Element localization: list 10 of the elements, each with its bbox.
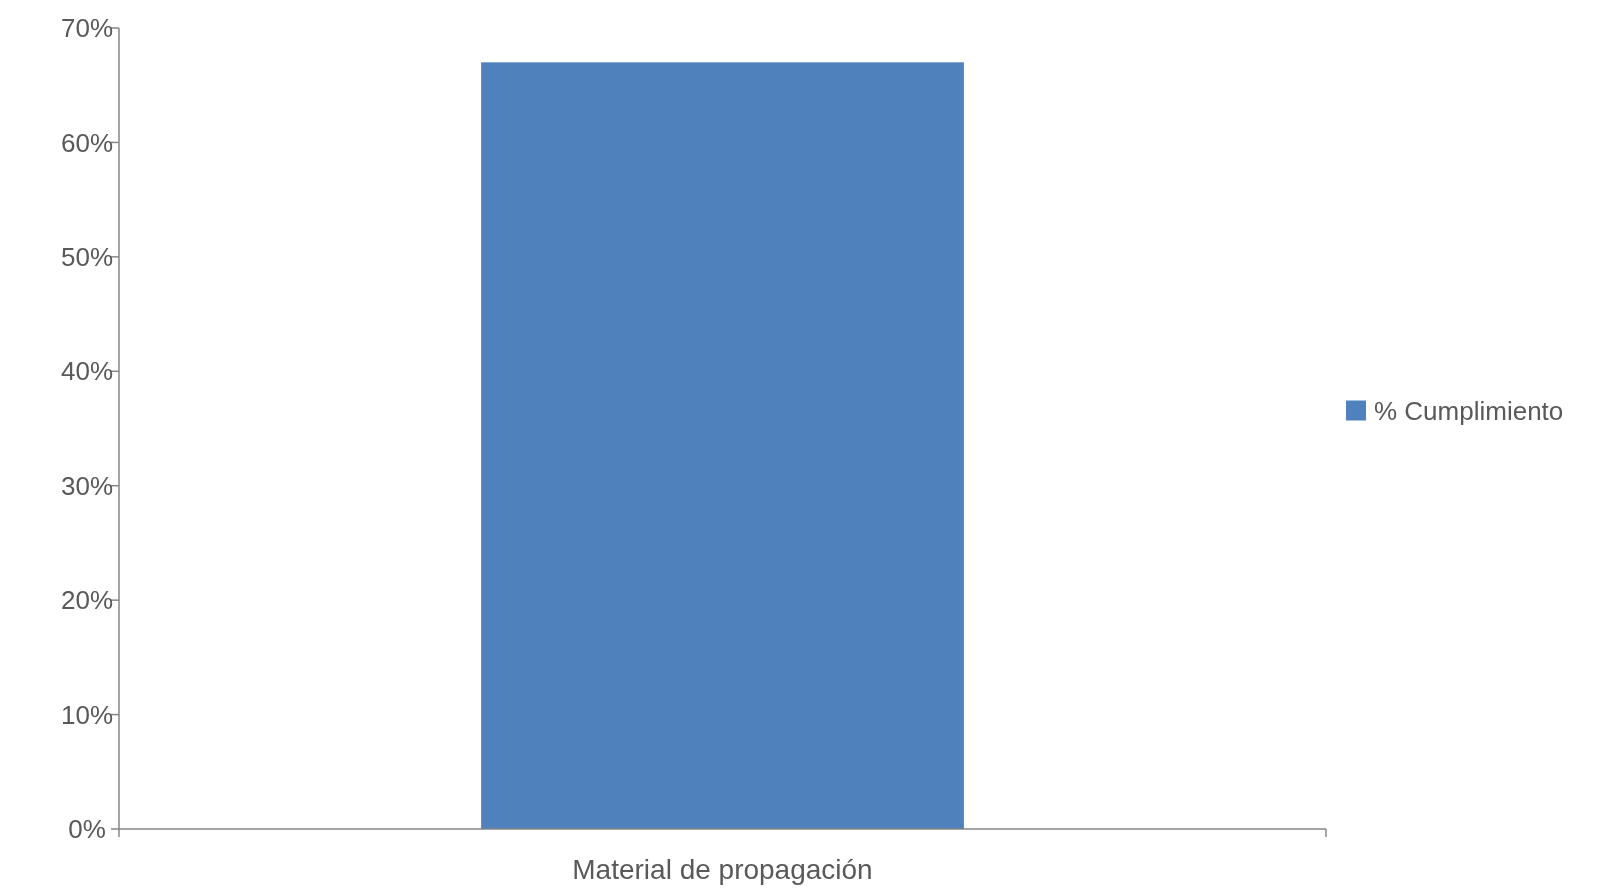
y-tick-label: 70% [60,13,114,44]
y-tick-label: 20% [60,585,114,616]
legend-label: % Cumplimiento [1374,395,1564,426]
y-tick-label: 60% [60,127,114,158]
y-tick-label: 30% [60,470,114,501]
y-tick-label: 10% [60,699,114,730]
y-tick-label: 40% [60,356,114,387]
y-tick-label: 0% [68,814,106,845]
x-tick-label: Material de propagación [572,854,873,885]
y-tick-label: 50% [60,241,114,272]
